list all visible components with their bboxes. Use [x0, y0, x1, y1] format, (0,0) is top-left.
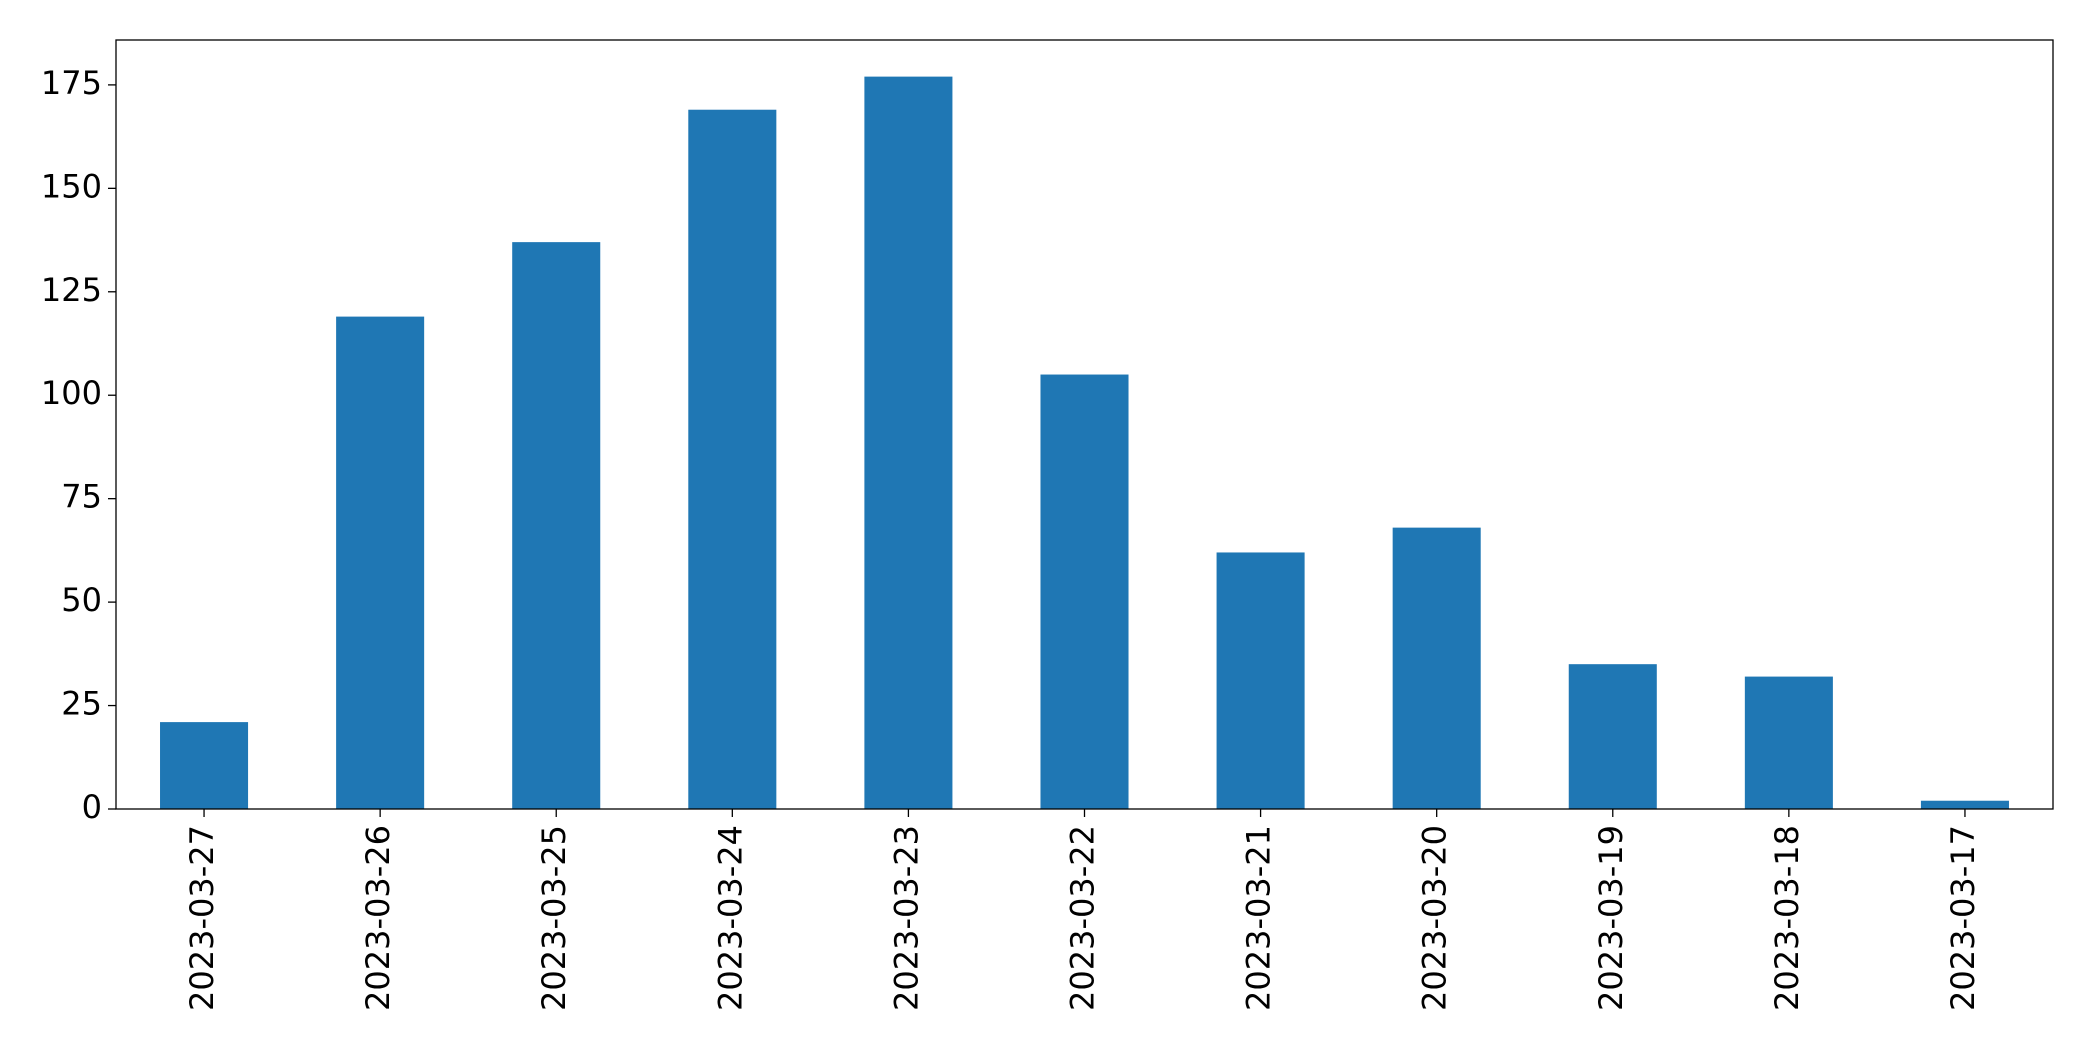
- bar: [1744, 676, 1833, 809]
- x-tick-label: 2023-03-22: [1064, 825, 1102, 1011]
- bar: [864, 76, 953, 810]
- bar: [1920, 800, 2009, 809]
- x-tick-label: 2023-03-27: [183, 825, 221, 1011]
- bar: [1216, 552, 1305, 809]
- x-tick-label: 2023-03-24: [711, 825, 749, 1011]
- y-tick-label: 175: [41, 64, 102, 102]
- bar: [1392, 527, 1481, 809]
- bar: [512, 242, 601, 810]
- bar: [336, 316, 425, 809]
- x-tick-label: 2023-03-23: [887, 825, 925, 1011]
- bar: [1568, 664, 1657, 809]
- y-tick-label: 25: [61, 685, 102, 723]
- x-tick-label: 2023-03-17: [1944, 825, 1982, 1011]
- y-tick-label: 75: [61, 478, 102, 516]
- bar: [160, 722, 249, 809]
- y-tick-label: 125: [41, 271, 102, 309]
- x-tick-label: 2023-03-20: [1416, 825, 1454, 1011]
- plot-frame: [115, 39, 2054, 810]
- x-tick-label: 2023-03-26: [359, 825, 397, 1011]
- y-tick-label: 150: [41, 167, 102, 205]
- bar: [1040, 374, 1129, 809]
- y-tick-label: 100: [41, 374, 102, 412]
- bar: [688, 109, 777, 809]
- x-tick-label: 2023-03-25: [535, 825, 573, 1011]
- y-tick-label: 0: [82, 788, 102, 826]
- x-tick-label: 2023-03-18: [1768, 825, 1806, 1011]
- x-tick-label: 2023-03-19: [1592, 825, 1630, 1011]
- x-tick-label: 2023-03-21: [1240, 825, 1278, 1011]
- y-tick-label: 50: [61, 581, 102, 619]
